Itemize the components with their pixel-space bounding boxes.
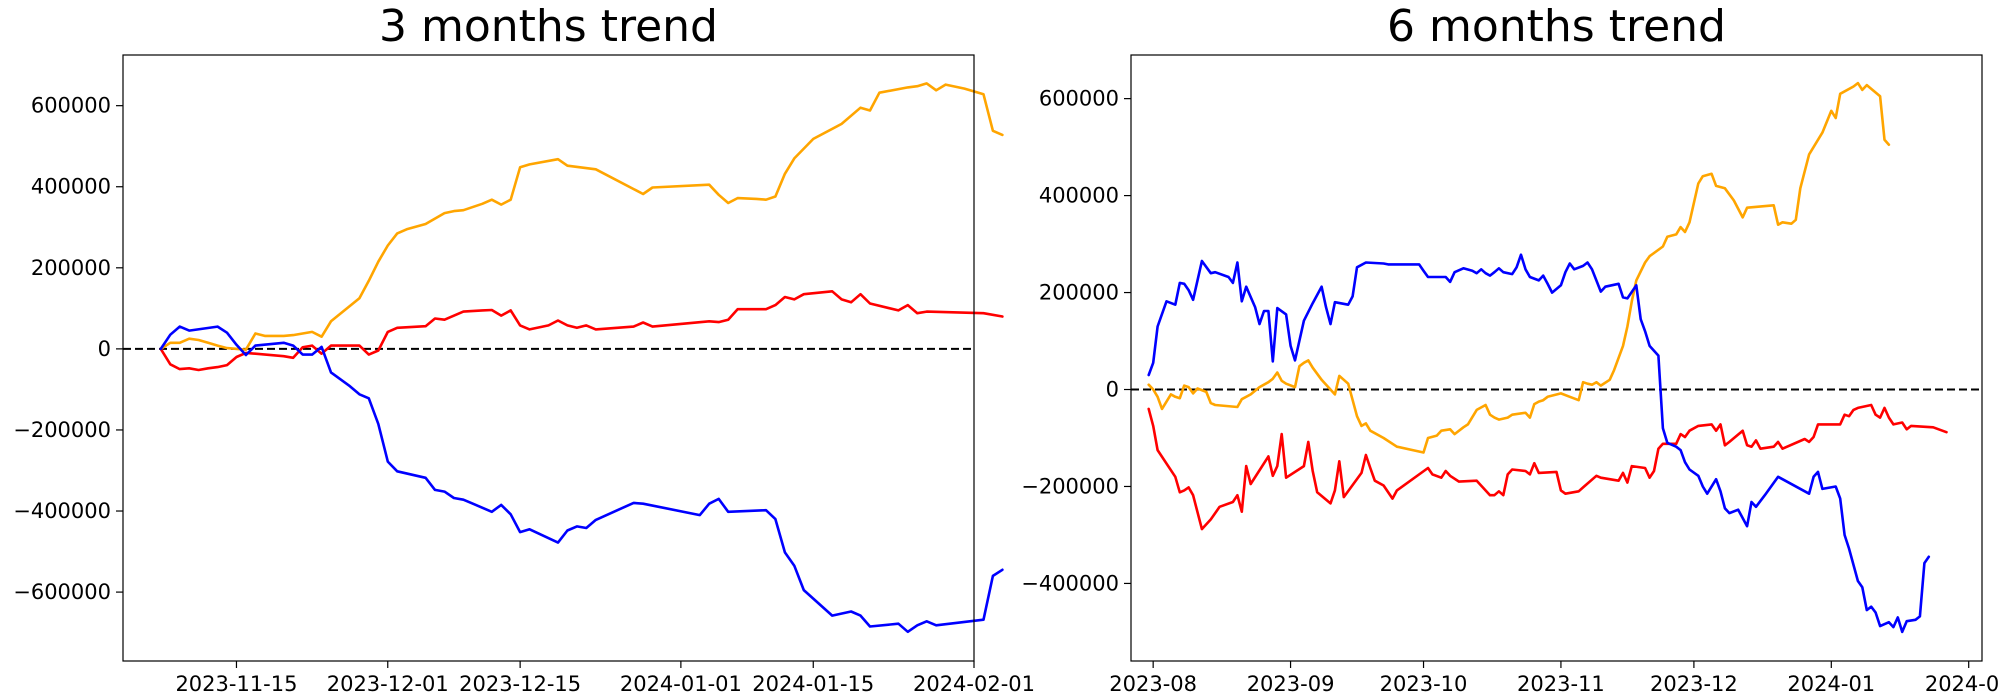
y-tick-label: −200000	[1021, 474, 1119, 498]
x-tick-label: 2023-12-15	[459, 672, 581, 696]
chart-panel-2: 6 months trend −400000 −200000 0 200000 40000…	[1021, 1, 2000, 696]
y-tick-label: 600000	[1039, 87, 1119, 111]
y-tick-label: 400000	[31, 175, 111, 199]
x-tick-label: 2024-01	[1787, 672, 1875, 696]
y-tick-label: −400000	[13, 499, 111, 523]
y-tick-label: 600000	[31, 94, 111, 118]
series-line-1	[1147, 403, 1948, 531]
y-tick-label: −400000	[1021, 571, 1119, 595]
x-tick-label: 2024-02-01	[913, 672, 1035, 696]
y-tick-label: 200000	[1039, 281, 1119, 305]
x-tick-label: 2023-09	[1247, 672, 1335, 696]
plot-frame	[1130, 54, 1983, 662]
chart-title: 3 months trend	[379, 1, 718, 52]
plot-frame	[122, 54, 975, 662]
y-tick-label: −200000	[13, 418, 111, 442]
x-tick-label: 2024-02	[1925, 672, 2000, 696]
y-tick-label: 0	[1106, 378, 1119, 402]
y-tick-label: 200000	[31, 256, 111, 280]
y-tick-label: 400000	[1039, 184, 1119, 208]
y-tick-label: −600000	[13, 580, 111, 604]
x-tick-label: 2024-01-01	[620, 672, 742, 696]
y-tick-label: 0	[98, 337, 111, 361]
series-line-3	[159, 325, 1004, 634]
series-line-1	[159, 82, 1004, 352]
x-tick-label: 2023-10	[1380, 672, 1468, 696]
x-tick-label: 2024-01-15	[752, 672, 874, 696]
x-tick-label: 2023-11	[1517, 672, 1605, 696]
series-line-2	[1147, 81, 1891, 454]
chart-title: 6 months trend	[1387, 1, 1726, 52]
x-tick-label: 2023-12-01	[327, 672, 449, 696]
chart-panel-1: 3 months trend −600000 −400000 −200000 0 2000…	[13, 1, 1035, 696]
series-line-3	[1147, 253, 1931, 634]
x-tick-label: 2023-12	[1650, 672, 1738, 696]
x-tick-label: 2023-08	[1109, 672, 1197, 696]
x-tick-label: 2023-11-15	[175, 672, 297, 696]
series-line-2	[159, 289, 1004, 372]
